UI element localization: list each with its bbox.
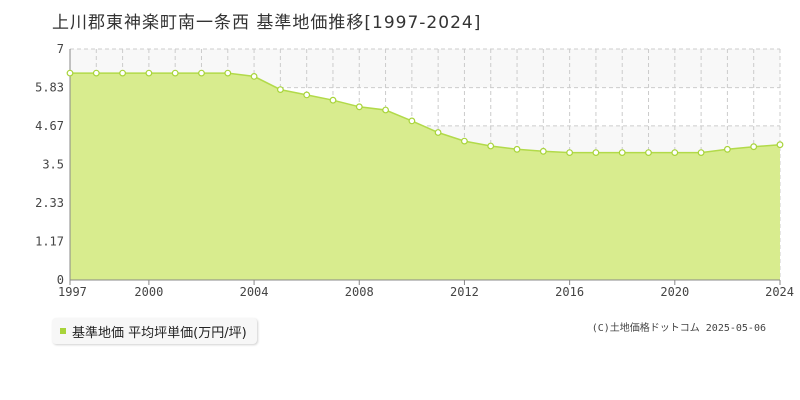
data-point <box>145 69 153 77</box>
data-point <box>277 86 284 93</box>
y-tick-label: 1.17 <box>35 234 64 248</box>
data-point <box>618 149 626 157</box>
y-tick-label: 0 <box>57 273 64 287</box>
data-point <box>171 69 179 77</box>
data-point <box>645 149 652 157</box>
data-point <box>382 106 390 114</box>
chart-title: 上川郡東神楽町南一条西 基準地価推移[1997-2024] <box>52 13 482 33</box>
data-point <box>434 129 442 136</box>
legend: 基準地価 平均坪単価(万円/坪) <box>52 318 257 344</box>
data-point <box>329 96 337 104</box>
data-point <box>119 69 126 77</box>
data-point <box>539 147 547 155</box>
data-point <box>198 69 205 77</box>
data-point <box>408 117 416 125</box>
x-tick-label: 2012 <box>450 285 479 299</box>
x-tick-label: 2000 <box>134 285 163 299</box>
x-tick-label: 1997 <box>58 285 87 299</box>
x-tick-label: 2016 <box>555 285 584 299</box>
data-point <box>487 142 495 150</box>
copyright-credit: (C)土地価格ドットコム 2025-05-06 <box>591 323 766 334</box>
y-tick-label: 2.33 <box>35 196 64 210</box>
x-tick-label: 2020 <box>660 285 689 299</box>
data-point <box>92 69 100 77</box>
y-tick-label: 5.83 <box>35 81 64 95</box>
data-point <box>776 141 784 149</box>
legend-marker <box>60 328 66 334</box>
data-point <box>303 91 311 99</box>
price-line <box>70 72 781 154</box>
data-point <box>66 69 74 77</box>
data-point <box>461 137 468 145</box>
data-point <box>355 103 363 111</box>
data-point <box>224 69 232 77</box>
data-point <box>250 72 258 80</box>
x-tick-label: 2024 <box>765 285 794 299</box>
y-tick-label: 4.67 <box>35 119 64 133</box>
x-tick-label: 2008 <box>345 285 374 299</box>
y-tick-label: 7 <box>57 42 64 56</box>
legend-label: 基準地価 平均坪単価(万円/坪) <box>72 325 247 341</box>
data-point <box>513 145 521 153</box>
data-point <box>697 149 705 157</box>
data-point <box>671 149 679 157</box>
data-point <box>566 149 573 157</box>
data-point <box>724 145 731 153</box>
y-tick-label: 3.5 <box>42 158 64 172</box>
data-point <box>750 143 758 151</box>
price-area-fill <box>70 73 780 280</box>
data-point <box>592 149 600 157</box>
x-tick-label: 2004 <box>240 285 269 299</box>
